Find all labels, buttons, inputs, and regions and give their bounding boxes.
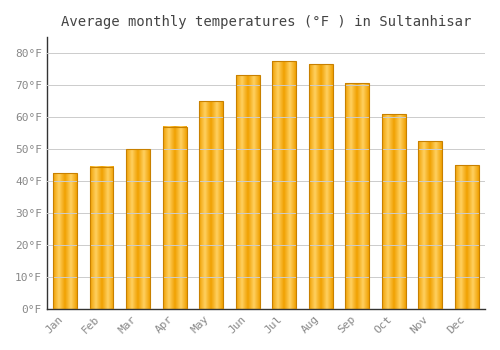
Bar	[54, 173, 77, 309]
Bar	[418, 141, 442, 309]
Bar	[90, 167, 114, 309]
Bar	[382, 114, 406, 309]
Bar	[309, 64, 332, 309]
Bar	[126, 149, 150, 309]
Bar	[200, 101, 223, 309]
Bar	[272, 61, 296, 309]
Bar	[236, 76, 260, 309]
Bar	[455, 165, 478, 309]
Bar	[346, 83, 369, 309]
Bar	[163, 127, 186, 309]
Title: Average monthly temperatures (°F ) in Sultanhisar: Average monthly temperatures (°F ) in Su…	[60, 15, 471, 29]
